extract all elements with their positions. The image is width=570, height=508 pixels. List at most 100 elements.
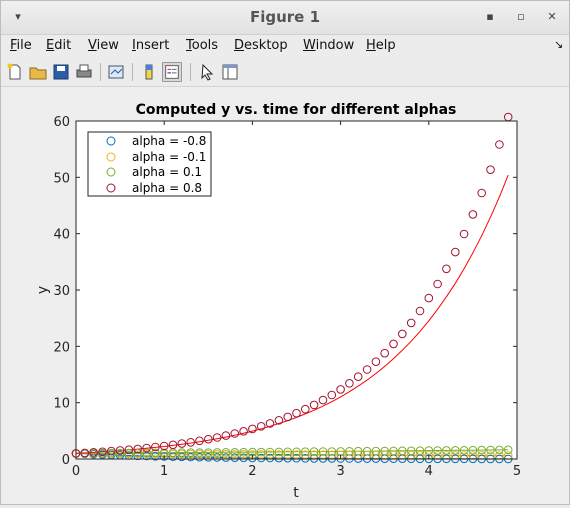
legend-marker: [106, 183, 116, 193]
data-point: [353, 446, 363, 456]
menu-window[interactable]: Window: [303, 38, 355, 53]
toolbar: [1, 58, 569, 87]
title-bar[interactable]: ▾ Figure 1 ▪ ▫ ✕: [1, 1, 569, 35]
data-point: [495, 445, 504, 455]
data-point: [265, 450, 275, 459]
data-point: [115, 446, 125, 455]
data-point: [318, 447, 328, 456]
data-point: [283, 450, 293, 459]
y-ticks: 0 10 20 30 40 50 60: [53, 115, 517, 468]
data-point: [398, 329, 407, 339]
legend-label: alpha = 0.8: [132, 181, 202, 195]
y-tick-label: 50: [53, 171, 70, 186]
data-point: [380, 446, 390, 456]
data-point: [345, 379, 354, 388]
data-point: [283, 412, 293, 422]
data-point: [327, 390, 337, 400]
menu-file[interactable]: File: [10, 38, 32, 53]
data-point: [274, 416, 284, 425]
maximize-icon[interactable]: ▫: [517, 10, 525, 23]
x-tick-label: 2: [248, 464, 256, 479]
data-point: [362, 365, 372, 374]
open-file-icon[interactable]: [28, 62, 48, 82]
pointer-icon[interactable]: [197, 62, 217, 82]
menu-tools[interactable]: Tools: [186, 38, 219, 53]
chart-title: Computed y vs. time for different alphas: [136, 102, 457, 118]
data-point: [433, 446, 442, 455]
legend-icon[interactable]: [162, 62, 182, 82]
exact-curve: [75, 174, 509, 454]
colorbar-icon[interactable]: [139, 62, 159, 82]
data-point: [265, 453, 275, 463]
data-point: [362, 446, 372, 456]
data-point: [230, 448, 240, 457]
save-icon[interactable]: [51, 62, 71, 82]
close-icon[interactable]: ✕: [547, 10, 557, 23]
data-point: [398, 446, 407, 456]
new-figure-icon[interactable]: [5, 62, 25, 82]
data-point: [204, 448, 213, 457]
data-point: [248, 453, 257, 463]
data-point: [195, 436, 204, 446]
data-point: [371, 357, 381, 367]
data-point: [265, 419, 275, 428]
data-point: [256, 447, 266, 457]
menu-edit[interactable]: Edit: [46, 38, 72, 53]
data-point: [142, 448, 151, 458]
data-point: [186, 438, 195, 447]
data-point: [89, 448, 98, 457]
data-point: [151, 452, 160, 461]
data-point: [309, 447, 319, 456]
link-plot-icon[interactable]: [106, 62, 126, 82]
data-point: [142, 443, 151, 453]
data-point: [159, 441, 169, 451]
data-point: [503, 445, 513, 455]
data-point: [486, 445, 495, 455]
menu-bar: File Edit View Insert Tools Desktop Wind…: [1, 35, 569, 57]
y-tick-label: 60: [53, 115, 70, 130]
data-point: [406, 318, 416, 328]
data-point: [327, 454, 337, 463]
data-point: [133, 448, 142, 458]
print-icon[interactable]: [74, 62, 94, 82]
legend-box: [87, 131, 212, 197]
data-point: [133, 444, 142, 454]
data-point: [186, 448, 195, 457]
y-tick-label: 40: [53, 228, 70, 243]
data-point: [274, 450, 284, 459]
data-point: [380, 348, 390, 358]
menu-insert[interactable]: Insert: [132, 38, 170, 53]
plot-area[interactable]: 0 1 2 3 4 5 0 10 20 30 40 50 60 Computed y vs. time…: [2, 87, 569, 504]
dock-arrow-icon[interactable]: ↘: [554, 38, 564, 51]
data-point: [345, 447, 354, 456]
data-point: [239, 447, 248, 457]
data-point: [451, 446, 460, 455]
menu-desktop[interactable]: Desktop: [234, 38, 288, 53]
data-point: [168, 440, 178, 450]
data-point: [301, 404, 310, 414]
toolbar-separator: [100, 63, 101, 81]
data-point: [389, 446, 398, 456]
data-point: [186, 452, 195, 462]
data-point: [451, 247, 460, 257]
data-point: [336, 385, 345, 394]
menu-help[interactable]: Help: [366, 38, 396, 53]
data-point: [230, 429, 240, 438]
data-point: [248, 424, 257, 434]
legend[interactable]: alpha = -0.8 alpha = -0.1 alpha = 0.1 al…: [87, 131, 212, 197]
window-menu-icon[interactable]: ▾: [15, 10, 21, 23]
x-tick-label: 3: [336, 464, 344, 479]
data-point: [274, 447, 284, 457]
legend-label: alpha = -0.8: [132, 134, 206, 148]
data-point: [256, 422, 266, 431]
legend-marker: [106, 136, 116, 146]
data-point: [424, 446, 434, 455]
x-axis-label: t: [293, 485, 299, 501]
property-editor-icon[interactable]: [220, 62, 240, 82]
figure-canvas: 0 1 2 3 4 5 0 10 20 30 40 50 60 Computed y vs. time…: [2, 87, 569, 504]
data-point: [204, 453, 213, 462]
minimize-icon[interactable]: ▪: [486, 10, 494, 23]
menu-view[interactable]: View: [88, 38, 119, 53]
data-point: [265, 447, 275, 457]
data-point: [195, 448, 204, 457]
